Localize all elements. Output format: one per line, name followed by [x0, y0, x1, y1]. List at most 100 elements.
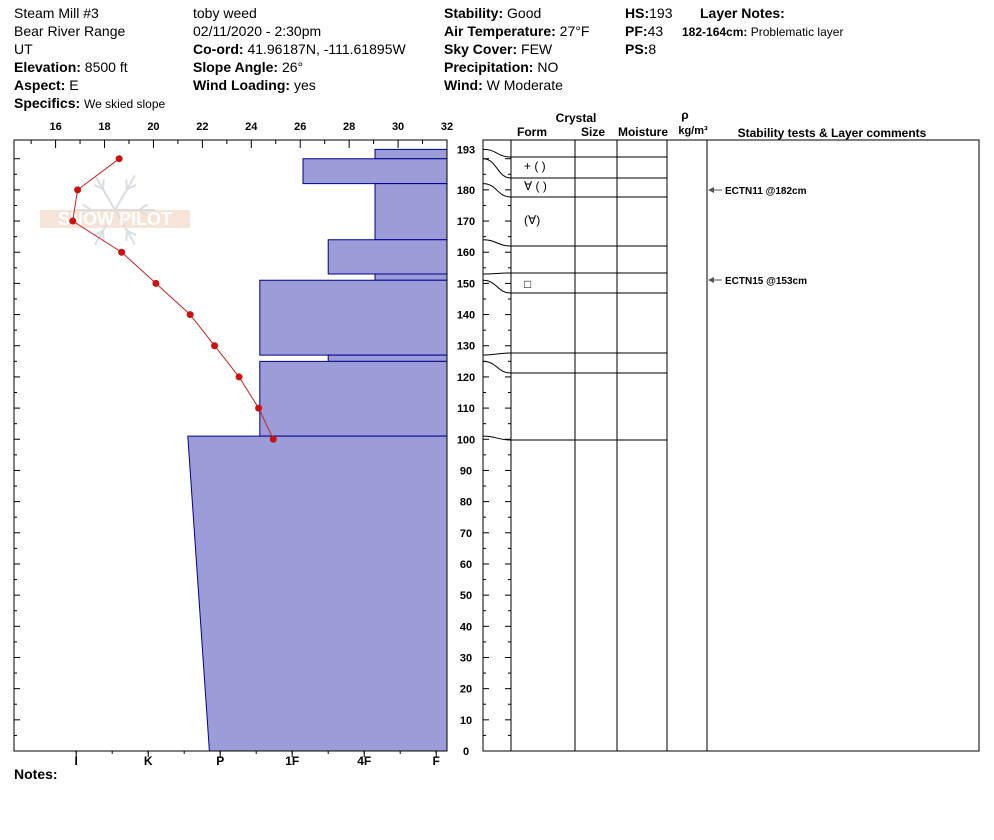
coordinates: Co-ord: 41.96187N, -111.61895W	[193, 40, 406, 58]
height-tick-label: 120	[457, 372, 475, 384]
height-tick-label: 80	[460, 497, 472, 509]
hardness-layer-bar	[327, 354, 448, 362]
layer-connector	[482, 148, 512, 158]
form-header: Form	[517, 125, 547, 139]
stability-test-label: ECTN15 @153cm	[725, 276, 807, 287]
layer-note-text: Problematic layer	[750, 25, 844, 39]
crystal-form-symbol: (∀)	[524, 213, 540, 227]
height-tick-label: 180	[457, 185, 475, 197]
temperature-point	[74, 186, 82, 194]
temperature-point	[255, 404, 263, 412]
pf: PF:43	[625, 22, 663, 40]
state: UT	[14, 41, 33, 57]
layer-notes-title: Layer Notes:	[700, 5, 785, 21]
hardness-tick-label: K	[144, 754, 153, 768]
height-tick-label: 40	[460, 621, 472, 633]
temperature-point	[115, 155, 123, 163]
stability-arrow-head	[708, 277, 714, 283]
hs-label: HS:	[625, 5, 650, 21]
aspect: Aspect: E	[14, 76, 79, 94]
precipitation: Precipitation: NO	[444, 58, 558, 76]
pf-value: 43	[647, 23, 664, 39]
snowflake-branch	[102, 179, 105, 190]
height-tick-label: 193	[457, 144, 475, 156]
layer-note: 182-164cm: Problematic layer	[682, 23, 843, 41]
stability-value: Good	[507, 5, 542, 21]
snowflake-branch	[93, 229, 104, 237]
slope-angle: Slope Angle: 26°	[193, 58, 303, 76]
hardness-layer-bar	[374, 273, 448, 281]
temperature-point	[211, 342, 219, 350]
snowflake-branch	[93, 183, 104, 191]
pf-label: PF:	[625, 23, 648, 39]
coord-value: 41.96187N, -111.61895W	[247, 41, 406, 57]
snowflake-arm	[94, 209, 116, 246]
date-time: 02/11/2020 - 2:30pm	[193, 23, 322, 39]
stability: Stability: Good	[444, 4, 541, 22]
snowflake-branch	[138, 203, 148, 211]
snowflake-arm	[94, 174, 116, 211]
snowflake-branch	[125, 179, 128, 190]
snowflake-branch	[102, 230, 105, 241]
height-tick-label: 50	[460, 590, 472, 602]
air-temperature: Air Temperature: 27°F	[444, 22, 589, 40]
elevation: Elevation: 8500 ft	[14, 58, 128, 76]
temp-tick-label: 28	[343, 121, 355, 133]
size-header: Size	[581, 125, 605, 139]
location-name: Steam Mill #3	[14, 5, 99, 21]
temperature-point	[186, 311, 194, 319]
temp-tick-label: 18	[98, 121, 110, 133]
hardness-tick-label: 4F	[357, 754, 371, 768]
stability-arrow-head	[708, 187, 714, 193]
snowflake-branch	[126, 183, 137, 191]
height-tick-label: 20	[460, 684, 472, 696]
temperature-point	[269, 435, 277, 443]
snowflake-branch	[82, 203, 92, 211]
aspect-value: E	[69, 77, 79, 93]
aspect-label: Aspect:	[14, 77, 66, 93]
air-temp-value: 27°F	[559, 23, 590, 39]
snowflake-arm	[114, 209, 136, 246]
hardness-layer-bar	[259, 360, 448, 437]
crystal-form-symbol: ∀ ( )	[524, 179, 547, 193]
height-tick-label: 150	[457, 278, 475, 290]
logo-text: SNOW PILOT	[58, 209, 172, 229]
temperature-line	[72, 158, 274, 440]
height-tick-label: 100	[457, 434, 475, 446]
snowflake-branch	[125, 230, 128, 241]
layer-connector	[482, 352, 512, 356]
height-tick-label: 110	[457, 403, 475, 415]
layer-connector	[482, 279, 512, 294]
snowflake-branch	[126, 229, 137, 237]
temp-tick-label: 30	[392, 121, 404, 133]
layer-connector	[482, 239, 512, 247]
elevation-label: Elevation:	[14, 59, 81, 75]
height-tick-label: 130	[457, 341, 475, 353]
wind-loading-label: Wind Loading:	[193, 77, 291, 93]
hardness-layer-bar	[374, 183, 448, 241]
temp-tick-label: 16	[49, 121, 61, 133]
logo-band	[40, 210, 190, 228]
hardness-tick-label: 1F	[285, 754, 299, 768]
hardness-tick-label: P	[216, 754, 224, 768]
temp-tick-label: 26	[294, 121, 306, 133]
crystal-form-symbol: □	[524, 277, 531, 291]
layer-connector	[482, 360, 512, 374]
layer-connector	[482, 272, 512, 275]
snowpilot-logo: SNOW PILOT	[40, 174, 190, 246]
snowflake-arm	[114, 174, 136, 211]
ps-label: PS:	[625, 41, 649, 57]
sky-label: Sky Cover:	[444, 41, 518, 57]
observer: toby weed	[193, 5, 257, 21]
precip-label: Precipitation:	[444, 59, 534, 75]
moisture-header: Moisture	[618, 125, 668, 139]
temperature-point	[152, 279, 160, 287]
slope-label: Slope Angle:	[193, 59, 279, 75]
wind-label: Wind:	[444, 77, 483, 93]
specifics-label: Specifics:	[14, 95, 81, 111]
snowflake-branch	[138, 209, 148, 217]
temp-tick-label: 24	[245, 121, 258, 133]
crystal-form-symbol: + ( )	[524, 159, 546, 173]
table-frame	[482, 139, 980, 752]
